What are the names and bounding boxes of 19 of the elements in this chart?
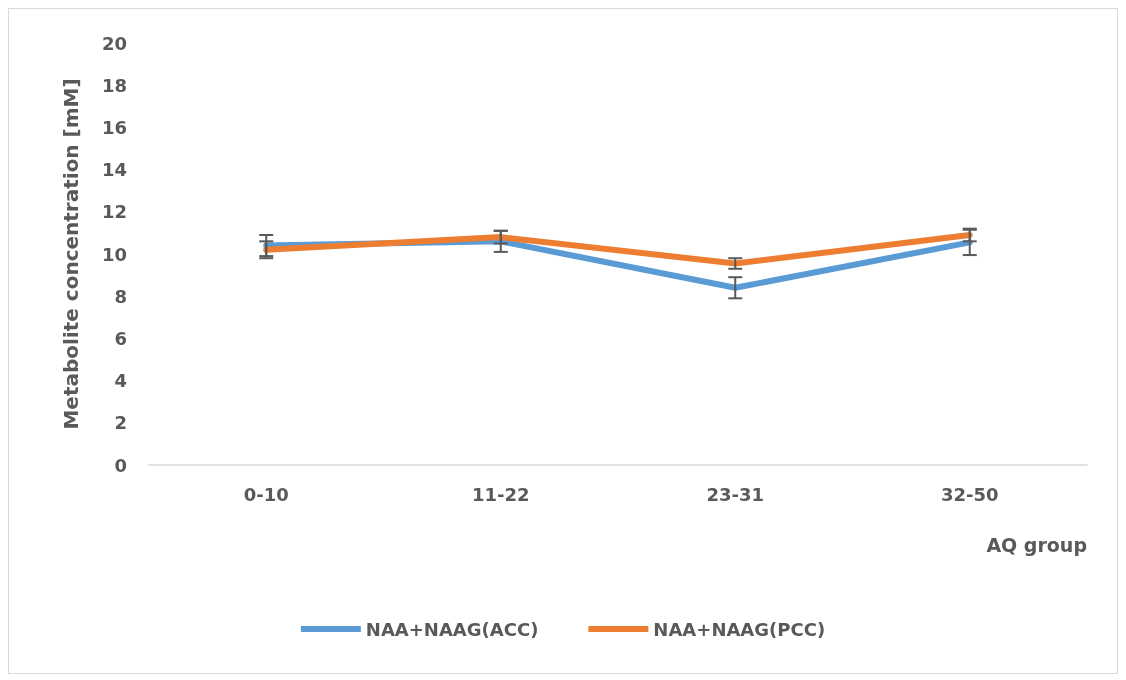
legend-label: NAA+NAAG(PCC) — [653, 618, 826, 640]
y-tick-label: 10 — [101, 243, 127, 265]
x-tick-label: 11-22 — [471, 483, 530, 505]
x-tick-label: 0-10 — [243, 483, 289, 505]
y-tick-label: 0 — [114, 454, 127, 476]
legend-label: NAA+NAAG(ACC) — [365, 618, 539, 640]
y-tick-label: 12 — [101, 201, 127, 223]
x-tick-label: 23-31 — [706, 483, 765, 505]
y-tick-label: 8 — [114, 285, 127, 307]
y-tick-label: 6 — [114, 327, 127, 349]
x-axis-title: AQ group — [986, 533, 1087, 556]
y-tick-label: 4 — [114, 370, 127, 392]
y-tick-label: 20 — [101, 32, 127, 54]
y-tick-label: 18 — [101, 74, 127, 96]
y-axis-title: Metabolite concentration [mM] — [59, 78, 83, 430]
y-tick-label: 16 — [101, 116, 127, 138]
y-tick-label: 2 — [114, 412, 127, 434]
x-tick-label: 32-50 — [940, 483, 999, 505]
y-tick-label: 14 — [101, 159, 127, 181]
